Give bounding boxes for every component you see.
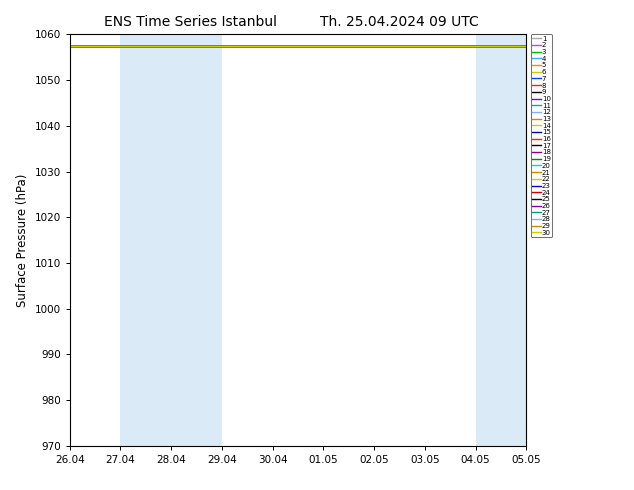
Text: Th. 25.04.2024 09 UTC: Th. 25.04.2024 09 UTC	[320, 15, 479, 29]
Legend: 1, 2, 3, 4, 5, 6, 7, 8, 9, 10, 11, 12, 13, 14, 15, 16, 17, 18, 19, 20, 21, 22, 2: 1, 2, 3, 4, 5, 6, 7, 8, 9, 10, 11, 12, 1…	[531, 34, 552, 237]
Y-axis label: Surface Pressure (hPa): Surface Pressure (hPa)	[16, 173, 29, 307]
Bar	[476, 34, 577, 446]
Bar	[120, 34, 222, 446]
Text: ENS Time Series Istanbul: ENS Time Series Istanbul	[104, 15, 276, 29]
